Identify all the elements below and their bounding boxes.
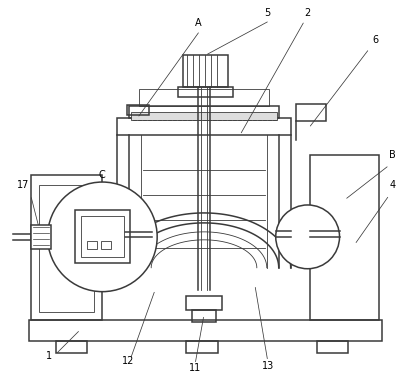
Bar: [31, 175, 102, 319]
Bar: [29, 319, 382, 342]
Bar: [309, 155, 379, 319]
Bar: [186, 342, 218, 353]
Text: 11: 11: [189, 363, 201, 373]
Bar: [117, 118, 291, 135]
Text: B: B: [389, 150, 396, 160]
Circle shape: [48, 182, 157, 292]
Text: 4: 4: [389, 180, 395, 190]
Text: 5: 5: [265, 8, 271, 18]
Bar: [316, 342, 349, 353]
Bar: [129, 106, 279, 118]
Bar: [131, 112, 277, 120]
Text: A: A: [195, 18, 201, 28]
Bar: [88, 241, 97, 249]
Bar: [31, 225, 51, 249]
Bar: [55, 342, 88, 353]
Text: 6: 6: [372, 35, 379, 44]
Text: 1: 1: [46, 351, 52, 362]
Bar: [192, 310, 216, 321]
Bar: [178, 87, 233, 98]
Bar: [183, 55, 228, 87]
Text: 17: 17: [16, 180, 29, 190]
Bar: [76, 210, 130, 263]
Circle shape: [276, 205, 339, 269]
Bar: [39, 185, 95, 312]
Text: 12: 12: [122, 356, 134, 366]
Text: 2: 2: [305, 8, 311, 18]
Bar: [296, 104, 326, 121]
Bar: [102, 241, 111, 249]
Bar: [127, 105, 149, 115]
Bar: [81, 216, 124, 257]
Bar: [186, 296, 222, 310]
Bar: [139, 89, 269, 106]
Text: C: C: [99, 170, 106, 180]
Text: 13: 13: [262, 362, 274, 371]
